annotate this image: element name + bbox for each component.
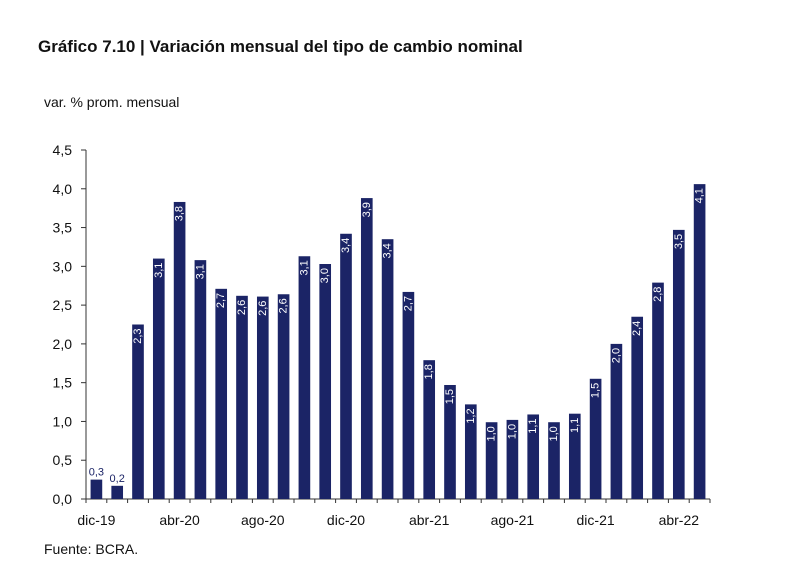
bar	[568, 413, 581, 499]
x-tick-label: abr-21	[409, 512, 450, 528]
data-label: 1,0	[506, 424, 518, 439]
bar	[152, 258, 165, 499]
data-label: 2,6	[278, 298, 290, 313]
bar	[672, 229, 685, 500]
bar	[90, 479, 103, 499]
data-label: 3,4	[382, 243, 394, 258]
data-label: 2,4	[631, 321, 643, 336]
data-label: 3,4	[340, 238, 352, 253]
bar	[319, 264, 332, 499]
data-label: 1,0	[486, 426, 498, 441]
data-label: 1,5	[444, 389, 456, 404]
y-tick-label: 1,5	[53, 375, 73, 391]
data-label: 2,8	[652, 287, 664, 302]
data-label: 3,5	[673, 234, 685, 249]
data-label: 2,7	[215, 293, 227, 308]
data-label: 3,0	[319, 268, 331, 283]
x-tick-label: ago-20	[241, 512, 285, 528]
y-tick-label: 2,0	[53, 336, 73, 352]
data-label: 4,1	[694, 188, 706, 203]
y-tick-label: 0,0	[53, 491, 73, 507]
source-note: Fuente: BCRA.	[44, 541, 139, 557]
bar	[631, 316, 644, 499]
data-label: 0,3	[89, 467, 104, 479]
data-label: 3,9	[361, 202, 373, 217]
bar	[506, 419, 519, 499]
bar	[132, 324, 144, 499]
x-tick-label: dic-21	[577, 512, 615, 528]
data-label: 1,0	[548, 426, 560, 441]
y-tick-label: 1,0	[53, 413, 73, 429]
bar	[693, 184, 706, 499]
bar	[111, 485, 124, 499]
bar	[444, 384, 456, 499]
y-tick-label: 4,5	[53, 142, 73, 158]
y-tick-label: 3,0	[53, 258, 73, 274]
bar	[236, 295, 248, 499]
bar	[527, 414, 540, 499]
bar	[610, 343, 623, 499]
data-label: 2,3	[132, 329, 144, 344]
x-tick-label: ago-21	[491, 512, 535, 528]
data-label: 3,1	[194, 264, 206, 279]
bar	[173, 201, 186, 499]
data-label: 3,1	[298, 260, 310, 275]
data-label: 1,1	[569, 418, 581, 433]
bar	[277, 294, 290, 499]
bar	[194, 260, 207, 499]
chart-title: Gráfico 7.10 | Variación mensual del tip…	[38, 37, 523, 56]
data-label: 1,1	[527, 418, 539, 433]
x-tick-label: abr-20	[159, 512, 200, 528]
y-tick-label: 4,0	[53, 181, 73, 197]
x-tick-label: dic-20	[327, 512, 365, 528]
bar	[485, 422, 498, 499]
y-axis-label: var. % prom. mensual	[44, 94, 180, 110]
data-label: 2,7	[402, 296, 414, 311]
bar	[464, 404, 477, 499]
bar	[256, 296, 269, 499]
data-label: 3,1	[153, 263, 165, 278]
bar	[340, 233, 352, 499]
data-label: 3,8	[174, 206, 186, 221]
data-label: 0,2	[110, 473, 125, 485]
bar	[402, 291, 415, 499]
data-label: 1,2	[465, 408, 477, 423]
data-label: 2,0	[610, 348, 622, 363]
x-tick-label: abr-22	[659, 512, 700, 528]
bar	[423, 360, 436, 499]
bar	[381, 239, 394, 499]
bar	[652, 282, 664, 499]
x-tick-label: dic-19	[77, 512, 115, 528]
y-tick-label: 3,5	[53, 220, 73, 236]
bar	[360, 198, 373, 499]
bar	[215, 288, 228, 499]
y-tick-label: 0,5	[53, 452, 73, 468]
data-label: 1,8	[423, 364, 435, 379]
y-tick-label: 2,5	[53, 297, 73, 313]
bar	[298, 256, 311, 499]
data-label: 2,6	[257, 301, 269, 316]
data-label: 2,6	[236, 300, 248, 315]
bar	[548, 422, 560, 499]
bar	[589, 378, 602, 499]
data-label: 1,5	[590, 383, 602, 398]
